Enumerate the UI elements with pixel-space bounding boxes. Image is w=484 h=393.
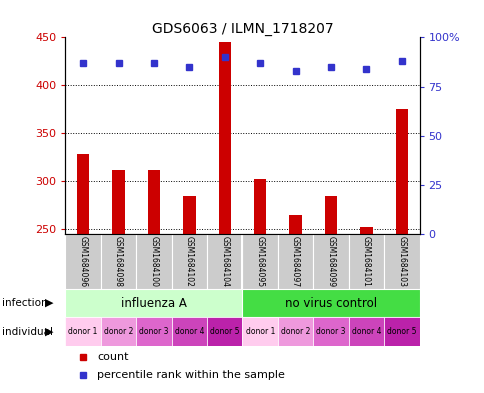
Text: donor 5: donor 5 <box>210 327 239 336</box>
Text: donor 2: donor 2 <box>280 327 310 336</box>
Text: donor 3: donor 3 <box>139 327 168 336</box>
Text: GSM1684098: GSM1684098 <box>114 236 123 287</box>
Text: infection: infection <box>2 298 48 308</box>
Bar <box>77 154 89 234</box>
Title: GDS6063 / ILMN_1718207: GDS6063 / ILMN_1718207 <box>151 22 333 36</box>
Bar <box>112 170 124 234</box>
Text: GSM1684096: GSM1684096 <box>78 236 88 287</box>
Bar <box>207 234 242 289</box>
Bar <box>324 196 336 234</box>
Text: GSM1684095: GSM1684095 <box>255 236 264 287</box>
Bar <box>207 317 242 346</box>
Text: donor 1: donor 1 <box>245 327 274 336</box>
Bar <box>242 317 277 346</box>
Bar <box>101 317 136 346</box>
Bar <box>136 234 171 289</box>
Bar <box>360 228 372 234</box>
Text: percentile rank within the sample: percentile rank within the sample <box>97 370 285 380</box>
Text: GSM1684103: GSM1684103 <box>396 236 406 287</box>
Text: donor 3: donor 3 <box>316 327 345 336</box>
Text: ▶: ▶ <box>45 327 54 336</box>
Text: donor 2: donor 2 <box>104 327 133 336</box>
Bar <box>242 289 419 317</box>
Bar <box>348 317 383 346</box>
Bar <box>348 234 383 289</box>
Text: donor 4: donor 4 <box>351 327 380 336</box>
Text: ▶: ▶ <box>45 298 54 308</box>
Bar <box>171 234 207 289</box>
Bar <box>136 317 171 346</box>
Text: GSM1684104: GSM1684104 <box>220 236 229 287</box>
Bar <box>101 234 136 289</box>
Bar <box>395 109 407 234</box>
Text: influenza A: influenza A <box>121 297 186 310</box>
Bar <box>218 42 230 234</box>
Text: donor 1: donor 1 <box>68 327 98 336</box>
Text: donor 4: donor 4 <box>174 327 204 336</box>
Bar <box>383 234 419 289</box>
Bar <box>65 234 101 289</box>
Bar <box>289 215 301 234</box>
Text: GSM1684097: GSM1684097 <box>290 236 300 287</box>
Bar <box>254 180 266 234</box>
Text: GSM1684102: GSM1684102 <box>184 236 194 287</box>
Text: individual: individual <box>2 327 53 336</box>
Text: GSM1684101: GSM1684101 <box>361 236 370 287</box>
Bar <box>313 234 348 289</box>
Text: GSM1684100: GSM1684100 <box>149 236 158 287</box>
Bar <box>313 317 348 346</box>
Text: count: count <box>97 352 129 362</box>
Bar <box>183 196 195 234</box>
Bar <box>277 317 313 346</box>
Text: donor 5: donor 5 <box>386 327 416 336</box>
Bar <box>65 317 101 346</box>
Bar <box>383 317 419 346</box>
Bar <box>171 317 207 346</box>
Text: no virus control: no virus control <box>285 297 376 310</box>
Bar <box>242 234 277 289</box>
Text: GSM1684099: GSM1684099 <box>326 236 335 287</box>
Bar <box>65 289 242 317</box>
Bar <box>148 170 160 234</box>
Bar <box>277 234 313 289</box>
